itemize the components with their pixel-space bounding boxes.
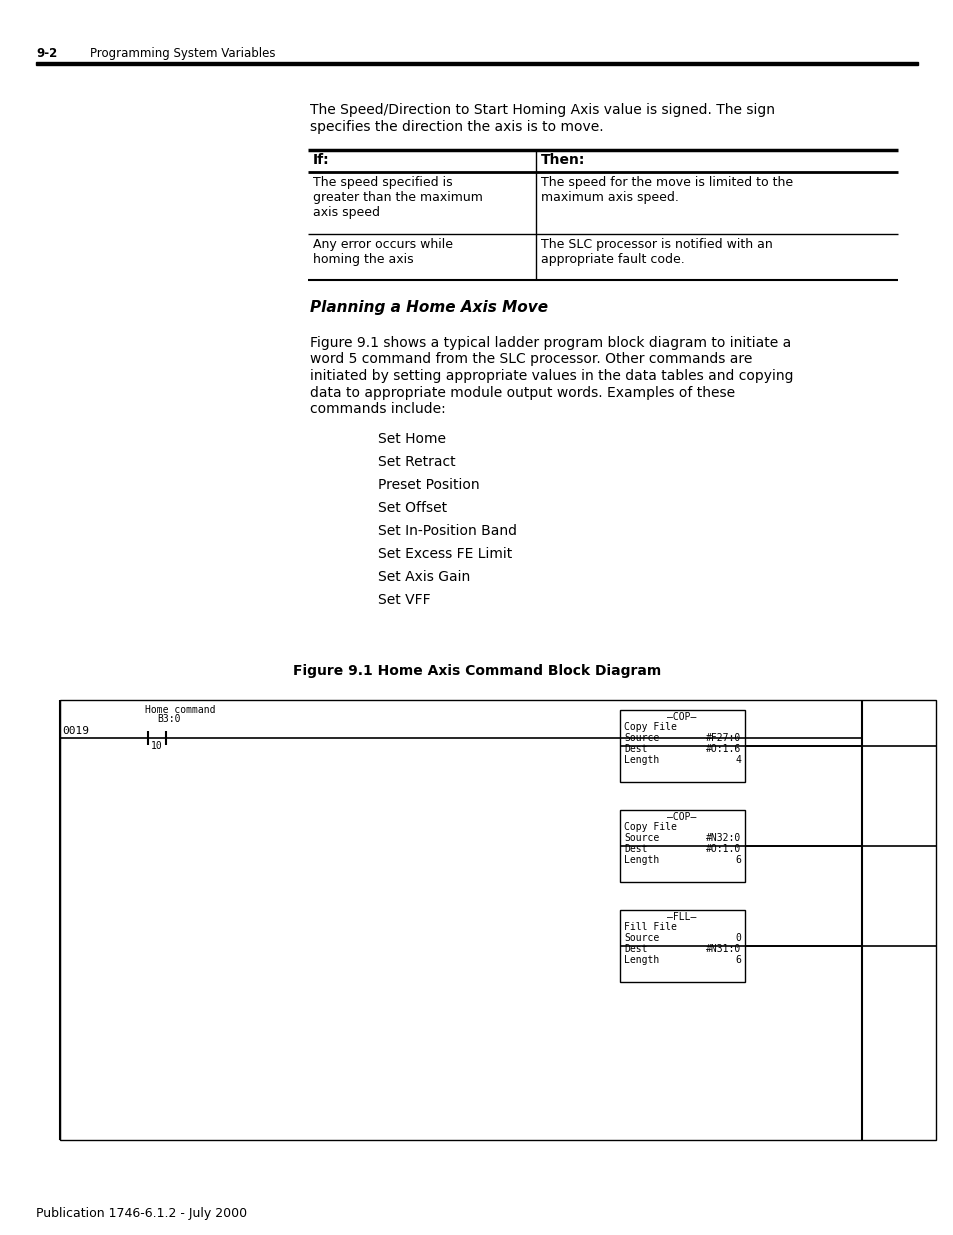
Bar [619,710,744,782]
Text: #O:1.0: #O:1.0 [705,844,740,853]
Text: Dest: Dest [623,844,647,853]
Text: —FLL—: —FLL— [666,911,696,923]
Text: 0: 0 [735,932,740,944]
Text: Set VFF: Set VFF [377,593,430,606]
Text: 9-2: 9-2 [36,47,57,61]
Bar [619,810,744,882]
Text: The Speed/Direction to Start Homing Axis value is signed. The sign: The Speed/Direction to Start Homing Axis… [310,103,774,117]
Text: initiated by setting appropriate values in the data tables and copying: initiated by setting appropriate values … [310,369,793,383]
Bar [60,700,935,1140]
Text: Dest: Dest [623,944,647,953]
Text: greater than the maximum: greater than the maximum [313,191,482,204]
Text: Source: Source [623,734,659,743]
Text: Then:: Then: [540,153,585,167]
Text: If:: If: [313,153,330,167]
Text: maximum axis speed.: maximum axis speed. [540,191,679,204]
Text: homing the axis: homing the axis [313,253,414,266]
Text: Publication 1746-6.1.2 - July 2000: Publication 1746-6.1.2 - July 2000 [36,1207,247,1220]
Text: data to appropriate module output words. Examples of these: data to appropriate module output words.… [310,385,735,399]
Text: 6: 6 [735,955,740,965]
Text: Set Retract: Set Retract [377,454,456,469]
Text: The speed specified is: The speed specified is [313,177,452,189]
Text: B3:0: B3:0 [157,714,180,724]
Text: Home command: Home command [145,705,215,715]
Text: 6: 6 [735,855,740,864]
Text: 10: 10 [151,741,163,751]
Text: word 5 command from the SLC processor. Other commands are: word 5 command from the SLC processor. O… [310,352,752,367]
Text: 4: 4 [735,755,740,764]
Text: Length: Length [623,755,659,764]
Text: Set Offset: Set Offset [377,501,447,515]
Text: —COP—: —COP— [666,713,696,722]
Text: Dest: Dest [623,743,647,755]
Bar [36,62,917,65]
Text: #O:1.6: #O:1.6 [705,743,740,755]
Text: Source: Source [623,932,659,944]
Text: axis speed: axis speed [313,206,379,219]
Text: appropriate fault code.: appropriate fault code. [540,253,684,266]
Text: 0019: 0019 [62,726,89,736]
Text: Set Excess FE Limit: Set Excess FE Limit [377,547,512,561]
Text: Length: Length [623,855,659,864]
Text: Planning a Home Axis Move: Planning a Home Axis Move [310,300,548,315]
Text: Programming System Variables: Programming System Variables [90,47,275,61]
Text: Figure 9.1 Home Axis Command Block Diagram: Figure 9.1 Home Axis Command Block Diagr… [293,664,660,678]
Text: Length: Length [623,955,659,965]
Text: Copy File: Copy File [623,823,677,832]
Text: Set Home: Set Home [377,432,446,446]
Text: Any error occurs while: Any error occurs while [313,238,453,251]
Text: Set In-Position Band: Set In-Position Band [377,524,517,538]
Text: commands include:: commands include: [310,403,445,416]
Text: #N31:0: #N31:0 [705,944,740,953]
Text: —COP—: —COP— [666,811,696,823]
Text: #N32:0: #N32:0 [705,832,740,844]
Text: The SLC processor is notified with an: The SLC processor is notified with an [540,238,772,251]
Text: specifies the direction the axis is to move.: specifies the direction the axis is to m… [310,120,603,135]
Text: Preset Position: Preset Position [377,478,479,492]
Text: The speed for the move is limited to the: The speed for the move is limited to the [540,177,792,189]
Bar [619,910,744,982]
Text: Fill File: Fill File [623,923,677,932]
Text: #F27:0: #F27:0 [705,734,740,743]
Text: Figure 9.1 shows a typical ladder program block diagram to initiate a: Figure 9.1 shows a typical ladder progra… [310,336,790,350]
Text: Set Axis Gain: Set Axis Gain [377,571,470,584]
Text: Source: Source [623,832,659,844]
Text: Copy File: Copy File [623,722,677,732]
